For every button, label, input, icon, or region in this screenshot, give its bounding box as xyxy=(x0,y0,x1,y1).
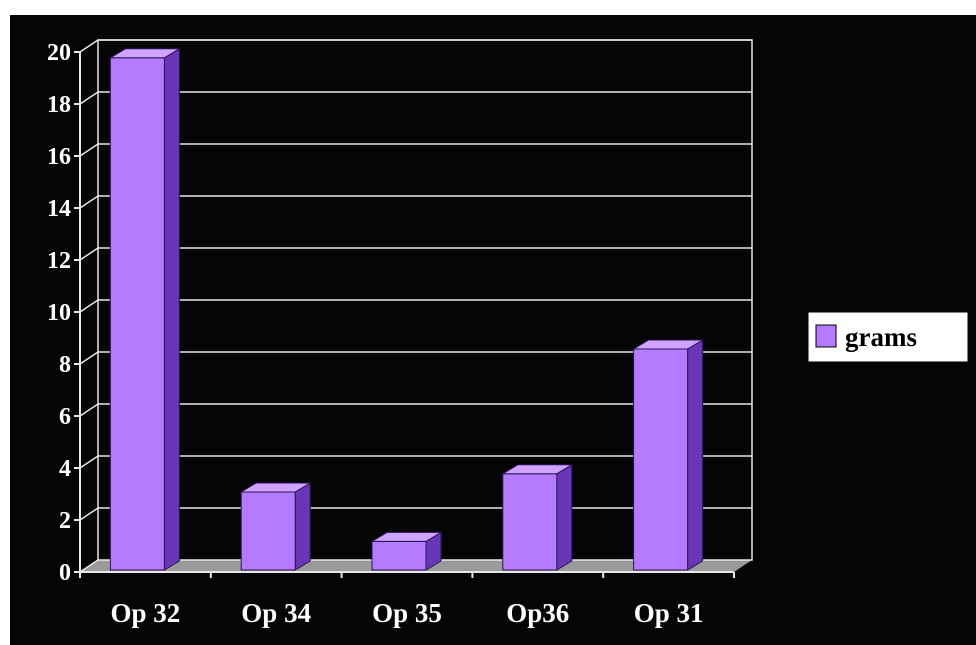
y-tick-label-1: 2 xyxy=(59,508,71,534)
gridline-diag-5 xyxy=(79,299,99,313)
y-tick-label-7: 14 xyxy=(47,196,71,222)
bar-side-0 xyxy=(163,47,180,571)
legend: grams xyxy=(807,311,969,363)
bar-side-1 xyxy=(294,482,311,571)
y-tick-labels: 0 2 4 6 8 10 12 14 16 18 20 xyxy=(47,40,71,586)
bar-1 xyxy=(239,482,313,571)
axes xyxy=(74,51,735,578)
legend-swatch xyxy=(815,324,837,348)
gridline-diag-8 xyxy=(79,143,99,157)
x-tick-labels: Op 32 Op 34 Op 35 Op36 Op 31 xyxy=(111,598,704,628)
bar-top-0 xyxy=(108,48,182,59)
bar-top-3 xyxy=(500,464,574,475)
bar-top-2 xyxy=(370,531,443,542)
gridline-diag-7 xyxy=(79,195,99,209)
gridline-diag-3 xyxy=(79,403,99,417)
bar-side-4 xyxy=(687,339,704,571)
bar-front-2 xyxy=(371,540,427,571)
y-tick-label-2: 4 xyxy=(59,456,71,482)
bar-front-3 xyxy=(502,473,558,571)
y-tick-label-8: 16 xyxy=(47,144,71,170)
bar-3 xyxy=(500,463,574,571)
gridline-diag-9 xyxy=(79,91,99,105)
bar-2 xyxy=(370,531,443,571)
y-tick-label-5: 10 xyxy=(47,300,71,326)
x-tick-label-0: Op 32 xyxy=(111,598,181,628)
bar-top-1 xyxy=(239,482,313,493)
y-tick-label-6: 12 xyxy=(47,248,71,274)
bar-front-0 xyxy=(109,57,165,571)
bar-side-3 xyxy=(556,463,573,571)
gridline-diag-2 xyxy=(79,455,99,469)
bar-4 xyxy=(631,339,705,571)
x-tick-label-3: Op36 xyxy=(506,598,569,628)
x-tick-label-2: Op 35 xyxy=(372,598,442,628)
bars xyxy=(108,47,705,571)
y-tick-label-4: 8 xyxy=(59,352,71,378)
y-tick-label-3: 6 xyxy=(59,404,71,430)
bar-0 xyxy=(108,47,182,571)
y-tick-label-10: 20 xyxy=(47,40,71,66)
y-tick-label-0: 0 xyxy=(59,560,71,586)
bar-top-4 xyxy=(631,339,705,350)
gridline-diag-6 xyxy=(79,247,99,261)
y-tick-label-9: 18 xyxy=(47,92,71,118)
bar-front-1 xyxy=(240,491,296,571)
legend-label: grams xyxy=(845,322,917,352)
gridline-diag-10 xyxy=(79,39,99,53)
x-tick-label-4: Op 31 xyxy=(634,598,704,628)
gridline-diag-1 xyxy=(79,507,99,521)
gridline-diag-0 xyxy=(79,559,99,573)
bar-front-4 xyxy=(633,348,689,571)
x-tick-label-1: Op 34 xyxy=(241,598,311,628)
gridline-diag-4 xyxy=(79,351,99,365)
